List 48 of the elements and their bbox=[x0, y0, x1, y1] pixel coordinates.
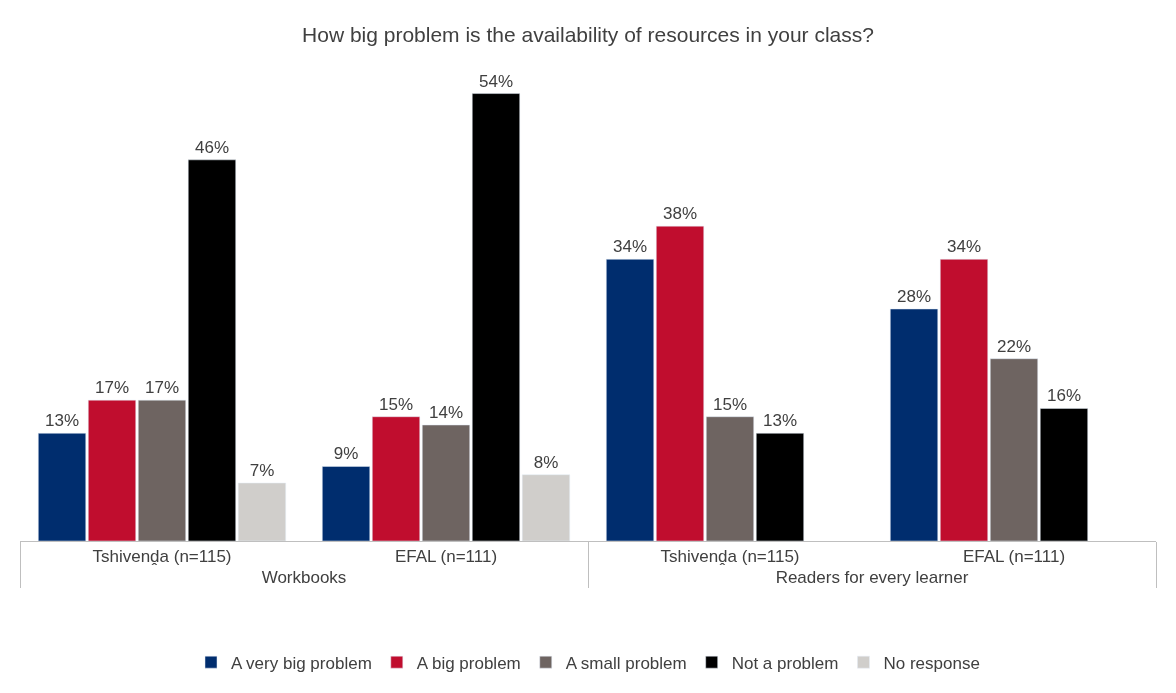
x-tick-label: EFAL (n=111) bbox=[962, 547, 1066, 567]
bar bbox=[38, 433, 87, 541]
bar bbox=[372, 416, 421, 541]
text: Readers for every learner bbox=[775, 568, 969, 588]
data-label: 9% bbox=[333, 444, 359, 464]
bar bbox=[656, 225, 705, 541]
bar bbox=[471, 93, 520, 541]
legend-label: A small problem bbox=[565, 653, 687, 673]
data-label: 15% bbox=[712, 394, 748, 414]
bar bbox=[422, 424, 470, 541]
bar bbox=[606, 259, 655, 541]
bar bbox=[521, 474, 570, 541]
data-label: 16% bbox=[1046, 386, 1081, 406]
data-label: 38% bbox=[663, 204, 698, 224]
data-label: 8% bbox=[533, 452, 559, 472]
legend-label: A big problem bbox=[416, 653, 521, 673]
bar bbox=[237, 482, 286, 541]
data-label: 54% bbox=[478, 71, 513, 91]
bar bbox=[1039, 408, 1088, 541]
data-label: 22% bbox=[996, 336, 1032, 356]
bar bbox=[138, 399, 186, 541]
bar bbox=[88, 399, 137, 541]
bar bbox=[755, 433, 804, 541]
legend-label: Not a problem bbox=[731, 653, 839, 673]
data-label: 13% bbox=[762, 411, 797, 431]
data-label: 34% bbox=[613, 237, 648, 257]
text: Workbooks bbox=[261, 568, 347, 588]
legend-label: A very big problem bbox=[231, 653, 372, 673]
bar bbox=[322, 466, 371, 541]
bar bbox=[940, 259, 989, 541]
bar bbox=[990, 358, 1038, 541]
data-label: 14% bbox=[428, 402, 464, 422]
data-label: 46% bbox=[194, 137, 229, 157]
x-tick-label: Tshivenḓa (n=115) bbox=[660, 547, 800, 567]
chart-title: How big problem is the availability of resources in your class? bbox=[302, 23, 874, 47]
data-label: 7% bbox=[249, 461, 275, 480]
data-label: 34% bbox=[947, 237, 982, 257]
data-label: 17% bbox=[144, 378, 180, 398]
x-tick-label: Tshivenḓa (n=115) bbox=[92, 547, 232, 567]
bar bbox=[706, 416, 754, 541]
bar bbox=[187, 159, 236, 541]
data-label: 17% bbox=[95, 378, 130, 398]
data-label: 13% bbox=[45, 411, 80, 431]
x-tick-label: EFAL (n=111) bbox=[394, 547, 498, 567]
legend-label: No response bbox=[883, 653, 980, 673]
bar bbox=[890, 308, 939, 541]
data-label: 28% bbox=[897, 286, 932, 306]
data-label: 15% bbox=[379, 394, 414, 414]
